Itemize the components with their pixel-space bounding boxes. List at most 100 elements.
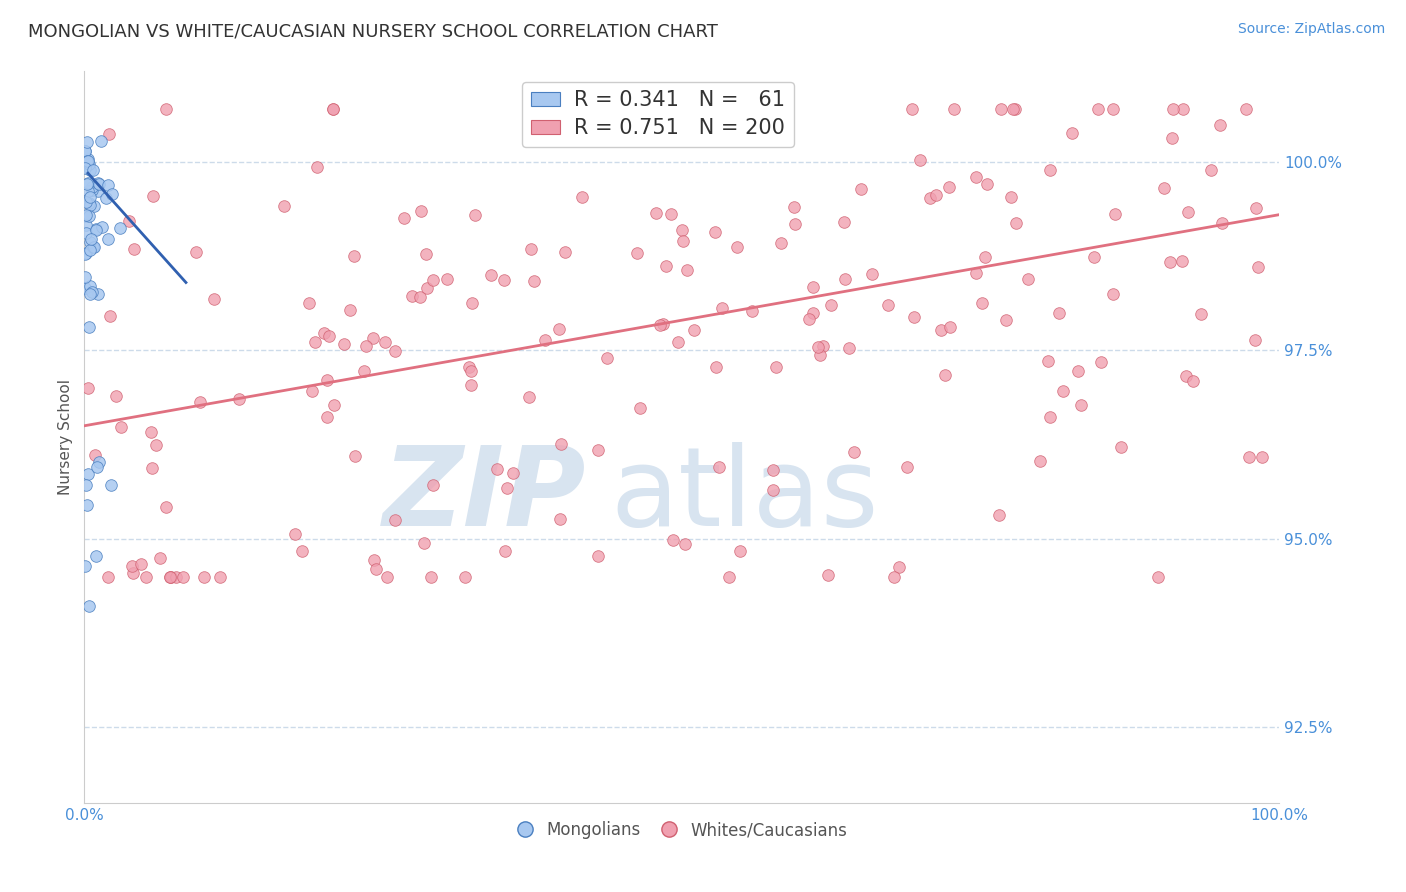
Point	[145, 438, 167, 452]
Point	[1039, 409, 1062, 424]
Point	[141, 460, 163, 475]
Point	[73, 161, 96, 176]
Point	[1199, 163, 1222, 178]
Point	[942, 102, 965, 116]
Point	[920, 191, 942, 205]
Point	[332, 337, 354, 351]
Point	[273, 199, 295, 213]
Point	[651, 317, 673, 331]
Point	[1234, 102, 1257, 116]
Point	[485, 462, 508, 476]
Point	[900, 102, 922, 116]
Point	[1005, 215, 1028, 229]
Point	[523, 274, 546, 288]
Text: atlas: atlas	[610, 442, 879, 549]
Point	[1000, 190, 1022, 204]
Point	[149, 551, 172, 566]
Point	[896, 459, 918, 474]
Point	[994, 313, 1017, 327]
Point	[666, 334, 689, 349]
Point	[374, 335, 396, 350]
Point	[762, 463, 785, 477]
Point	[79, 279, 101, 293]
Point	[1244, 201, 1267, 215]
Point	[842, 444, 865, 458]
Point	[1153, 180, 1175, 194]
Point	[76, 152, 98, 166]
Point	[77, 153, 100, 168]
Point	[75, 218, 97, 232]
Point	[548, 512, 571, 526]
Point	[97, 232, 120, 246]
Point	[90, 134, 112, 148]
Point	[1036, 354, 1059, 368]
Point	[98, 310, 121, 324]
Point	[76, 154, 98, 169]
Point	[392, 211, 415, 225]
Point	[547, 102, 569, 116]
Point	[801, 280, 824, 294]
Point	[644, 205, 666, 219]
Point	[1101, 102, 1123, 116]
Point	[659, 206, 682, 220]
Point	[436, 271, 458, 285]
Point	[1189, 307, 1212, 321]
Point	[401, 289, 423, 303]
Point	[129, 557, 152, 571]
Point	[193, 569, 215, 583]
Point	[496, 481, 519, 495]
Point	[1083, 250, 1105, 264]
Point	[1243, 334, 1265, 348]
Legend: Mongolians, Whites/Caucasians: Mongolians, Whites/Caucasians	[510, 814, 853, 846]
Point	[76, 184, 98, 198]
Point	[990, 102, 1012, 116]
Point	[101, 187, 124, 202]
Point	[1171, 254, 1194, 268]
Point	[75, 208, 97, 222]
Point	[1159, 255, 1181, 269]
Point	[626, 246, 648, 260]
Point	[79, 235, 101, 250]
Point	[322, 102, 344, 116]
Point	[97, 127, 120, 141]
Point	[343, 449, 366, 463]
Point	[84, 549, 107, 563]
Point	[159, 569, 181, 583]
Point	[596, 351, 619, 365]
Point	[86, 221, 108, 235]
Point	[110, 221, 132, 235]
Point	[86, 460, 108, 475]
Point	[76, 178, 98, 192]
Point	[77, 467, 100, 481]
Point	[519, 390, 541, 404]
Point	[75, 246, 97, 260]
Point	[762, 483, 785, 498]
Point	[554, 244, 576, 259]
Point	[155, 500, 177, 514]
Point	[860, 268, 883, 282]
Point	[460, 364, 482, 378]
Point	[298, 296, 321, 310]
Point	[548, 322, 571, 336]
Point	[316, 409, 339, 424]
Point	[785, 217, 807, 231]
Point	[494, 543, 516, 558]
Point	[803, 306, 825, 320]
Point	[492, 273, 515, 287]
Point	[1251, 450, 1274, 465]
Point	[924, 188, 946, 202]
Point	[661, 533, 683, 547]
Point	[353, 364, 375, 378]
Point	[416, 281, 439, 295]
Point	[1039, 163, 1062, 178]
Point	[75, 227, 97, 241]
Point	[1052, 384, 1074, 399]
Point	[284, 527, 307, 541]
Point	[73, 145, 96, 159]
Point	[707, 459, 730, 474]
Point	[73, 209, 96, 223]
Point	[312, 326, 335, 341]
Point	[460, 296, 482, 310]
Point	[903, 310, 925, 324]
Point	[122, 566, 145, 581]
